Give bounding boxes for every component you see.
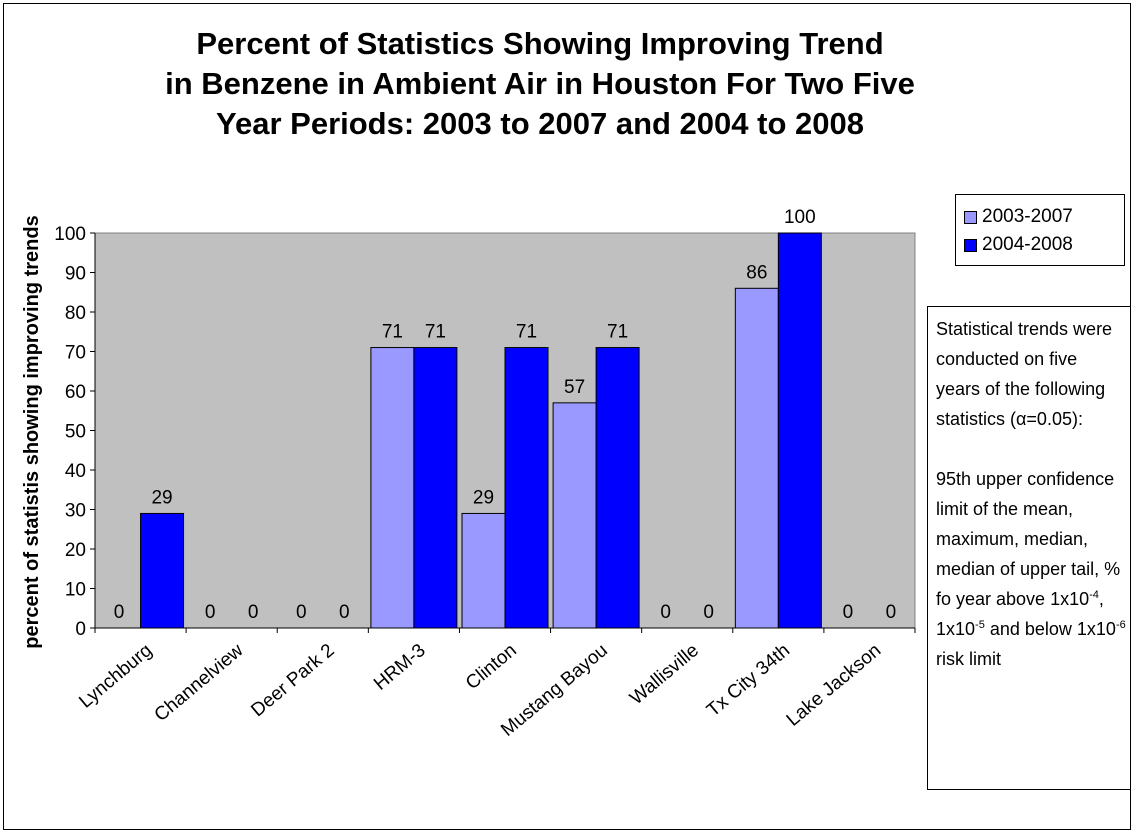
x-tick-label: Tx City 34th <box>703 640 794 721</box>
data-label: 0 <box>296 602 307 623</box>
data-label: 100 <box>784 207 816 228</box>
note-paragraph-1: Statistical trends were conducted on fiv… <box>936 319 1113 429</box>
y-tick-label: 50 <box>65 422 86 443</box>
y-tick-label: 20 <box>65 540 86 561</box>
data-label: 0 <box>248 602 259 623</box>
bar-2004-2008-HRM-3 <box>413 347 458 629</box>
legend-label-2004-2008: 2004-2008 <box>982 234 1073 255</box>
data-label: 0 <box>660 602 671 623</box>
data-label: 71 <box>425 322 446 343</box>
y-tick-label: 10 <box>65 580 86 601</box>
data-label: 71 <box>382 322 403 343</box>
y-tick-label: 30 <box>65 501 86 522</box>
chart-title-line-1: Percent of Statistics Showing Improving … <box>196 26 884 61</box>
y-tick-label: 90 <box>65 264 86 285</box>
y-axis-title: percent of statistis showing improving t… <box>21 215 43 648</box>
data-label: 71 <box>607 322 628 343</box>
data-label: 0 <box>843 602 854 623</box>
legend-entry-2003-2007: 2003-2007 <box>964 205 1073 229</box>
data-label: 29 <box>151 487 172 508</box>
x-tick-label: Lake Jackson <box>783 640 886 731</box>
data-label: 57 <box>564 377 585 398</box>
data-label: 0 <box>205 602 216 623</box>
bar-2003-2007-Tx City 34th <box>734 287 779 629</box>
y-tick-label: 70 <box>65 343 86 364</box>
x-tick-label: Lynchburg <box>75 640 156 713</box>
x-tick-label: Clinton <box>462 640 521 694</box>
y-tick-label: 100 <box>54 224 86 245</box>
x-tick-label: Channelview <box>151 640 248 726</box>
bar-2004-2008-Mustang Bayou <box>595 347 640 629</box>
chart-title: Percent of Statistics Showing Improving … <box>70 24 1010 144</box>
data-label: 29 <box>473 487 494 508</box>
x-tick-label: Wallisville <box>626 640 703 709</box>
legend-swatch-2003-2007 <box>964 210 977 224</box>
data-label: 71 <box>516 322 537 343</box>
methodology-note: Statistical trends were conducted on fiv… <box>927 306 1131 790</box>
data-label: 0 <box>114 602 125 623</box>
note-paragraph-2: 95th upper confidence limit of the mean,… <box>936 469 1126 669</box>
chart-title-line-3: Year Periods: 2003 to 2007 and 2004 to 2… <box>216 106 864 141</box>
legend-label-2003-2007: 2003-2007 <box>982 206 1073 227</box>
data-label: 0 <box>339 602 350 623</box>
legend: 2003-2007 2004-2008 <box>955 194 1125 266</box>
bar-2003-2007-Clinton <box>461 512 506 629</box>
legend-entry-2004-2008: 2004-2008 <box>964 233 1073 257</box>
bar-2004-2008-Lynchburg <box>140 512 185 629</box>
data-label: 0 <box>886 602 897 623</box>
y-tick-label: 40 <box>65 461 86 482</box>
bar-2003-2007-HRM-3 <box>370 347 415 629</box>
data-label: 0 <box>703 602 714 623</box>
bar-2003-2007-Mustang Bayou <box>552 402 597 629</box>
x-tick-label: HRM-3 <box>370 640 430 695</box>
data-labels: 0 0 0 71 29 57 0 86 0 29 0 0 71 71 71 0 100 0 <box>114 207 896 623</box>
data-label: 86 <box>746 262 767 283</box>
bars <box>140 232 822 629</box>
y-tick-label: 80 <box>65 303 86 324</box>
bar-2004-2008-Tx City 34th <box>777 232 822 629</box>
x-tick-label: Deer Park 2 <box>247 640 338 721</box>
y-tick-label: 60 <box>65 382 86 403</box>
bar-2004-2008-Clinton <box>504 347 549 629</box>
chart-title-line-2: in Benzene in Ambient Air in Houston For… <box>165 66 915 101</box>
legend-swatch-2004-2008 <box>964 238 977 252</box>
y-tick-label: 0 <box>75 619 86 640</box>
